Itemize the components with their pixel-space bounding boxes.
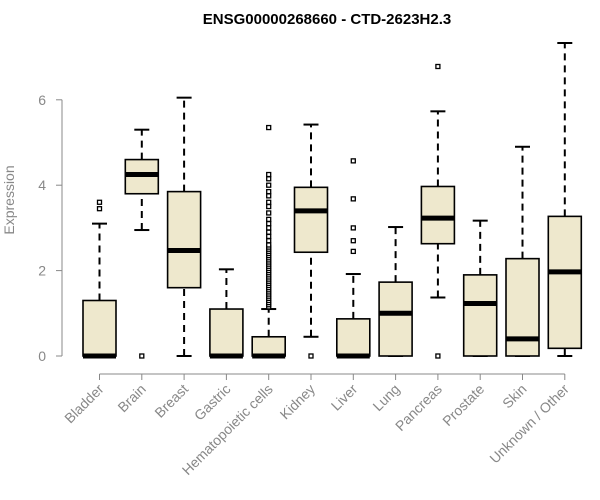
- box-prostate: [462, 219, 498, 357]
- box-body: [547, 215, 583, 350]
- outlier-point: [435, 353, 441, 359]
- box-body: [420, 185, 456, 245]
- outlier-point: [266, 225, 272, 231]
- outlier-point: [266, 193, 272, 199]
- box-hematopoietic-cells: [251, 124, 286, 359]
- y-axis: 0 2 4 6: [38, 92, 63, 364]
- box-breast: [166, 96, 202, 357]
- x-tick-label: Prostate: [439, 381, 487, 429]
- box-body: [251, 335, 286, 357]
- outlier-point: [266, 188, 272, 195]
- chart-title: ENSG00000268660 - CTD-2623H2.3: [203, 11, 451, 28]
- outlier-point: [266, 242, 272, 248]
- outlier-point: [435, 63, 441, 70]
- outlier-point: [266, 203, 272, 210]
- outlier-point: [266, 216, 272, 223]
- box-body: [335, 318, 371, 357]
- y-tick-label: 4: [38, 177, 46, 193]
- outlier-point: [308, 353, 314, 359]
- outlier-point: [350, 196, 356, 202]
- y-axis-title: Expression: [1, 165, 17, 234]
- box-body: [82, 299, 117, 357]
- outlier-point: [266, 182, 272, 188]
- outlier-point: [139, 353, 145, 359]
- x-tick-label: Pancreas: [392, 381, 445, 434]
- outlier-point: [350, 238, 356, 244]
- outlier-point: [266, 199, 272, 205]
- box-skin: [505, 145, 540, 357]
- x-tick-label: Lung: [369, 381, 402, 414]
- x-tick-label: Liver: [328, 381, 361, 414]
- outlier-point: [350, 225, 356, 231]
- box-body: [293, 186, 329, 254]
- x-tick-label: Unknown / Other: [486, 381, 572, 467]
- outlier-point: [266, 171, 272, 178]
- outlier-point: [350, 248, 356, 255]
- outlier-point: [266, 229, 272, 235]
- box-body: [209, 308, 244, 357]
- box-kidney: [293, 123, 329, 359]
- box-unknown-other: [547, 42, 583, 357]
- y-tick-label: 0: [38, 348, 46, 364]
- x-tick-label: Skin: [499, 381, 530, 412]
- box-body: [166, 190, 202, 289]
- x-tick-label: Brain: [114, 381, 148, 415]
- x-tick-label: Kidney: [277, 381, 319, 423]
- box-body: [378, 281, 413, 357]
- x-tick-label: Breast: [151, 381, 191, 421]
- outlier-point: [266, 238, 272, 244]
- y-tick-label: 2: [38, 263, 46, 279]
- box-bladder: [82, 199, 117, 359]
- plot-area: [82, 42, 583, 359]
- y-tick-label: 6: [38, 92, 46, 108]
- box-body: [462, 274, 498, 357]
- outlier-point: [266, 220, 272, 227]
- x-tick-label: Bladder: [61, 381, 107, 427]
- outlier-point: [96, 199, 103, 205]
- box-liver: [335, 158, 371, 359]
- outlier-point: [96, 206, 103, 212]
- box-pancreas: [420, 63, 456, 359]
- box-gastric: [209, 268, 244, 359]
- outlier-point: [350, 158, 356, 164]
- outlier-point: [266, 210, 272, 216]
- outlier-point: [266, 124, 272, 131]
- outlier-point: [266, 176, 272, 182]
- box-lung: [378, 226, 413, 357]
- box-brain: [124, 128, 160, 359]
- outlier-point: [266, 233, 272, 240]
